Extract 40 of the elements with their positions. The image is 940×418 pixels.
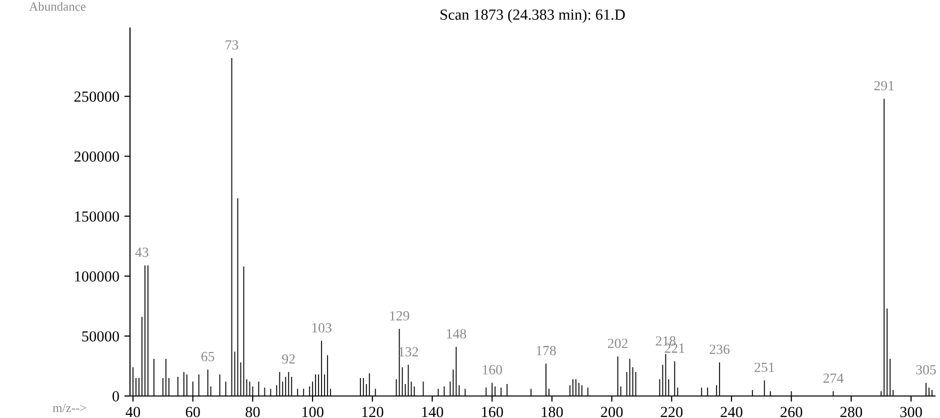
y-tick-label: 0 <box>112 391 119 402</box>
x-tick-label: 280 <box>840 406 862 418</box>
y-tick-label: 200000 <box>74 151 119 162</box>
annotation: 221 <box>664 344 684 353</box>
y-tick-label: 50000 <box>82 331 119 342</box>
y-tick-label: 100000 <box>75 271 119 282</box>
annotation: 178 <box>536 346 556 356</box>
x-tick-label: 80 <box>246 406 260 418</box>
y-tick-label: 250000 <box>74 91 119 102</box>
annotation: 251 <box>754 362 774 372</box>
x-tick-label: 300 <box>900 406 922 418</box>
annotation: 73 <box>226 40 238 50</box>
x-tick-label: 140 <box>422 406 444 418</box>
annotation: 43 <box>135 248 148 257</box>
y-axis-title: Abundance <box>29 2 86 11</box>
x-tick-label: 100 <box>302 406 324 418</box>
chart-title: Scan 1873 (24.383 min): 61.D <box>440 9 625 23</box>
annotation: 218 <box>656 336 676 346</box>
x-tick-label: 260 <box>780 406 802 418</box>
annotation: 103 <box>312 323 332 332</box>
annotation: 305 <box>916 365 936 374</box>
annotation: 148 <box>446 329 466 338</box>
x-axis-title: m/z--> <box>52 404 86 412</box>
x-tick-label: 40 <box>126 406 140 418</box>
x-tick-label: 240 <box>720 406 742 418</box>
annotation: 291 <box>874 81 894 90</box>
x-tick-label: 220 <box>660 406 683 418</box>
x-tick-label: 120 <box>362 406 384 418</box>
annotation: 92 <box>282 354 295 364</box>
x-tick-label: 200 <box>601 406 623 418</box>
y-tick-label: 150000 <box>75 211 119 222</box>
annotation: 65 <box>201 352 214 362</box>
annotation: 274 <box>823 373 844 383</box>
annotation: 160 <box>482 365 502 374</box>
annotation: 236 <box>710 344 730 354</box>
x-tick-label: 160 <box>482 406 503 418</box>
x-tick-label: 60 <box>186 406 200 418</box>
annotation: 202 <box>608 338 628 348</box>
annotation: 129 <box>390 311 410 320</box>
x-tick-label: 180 <box>542 406 563 418</box>
